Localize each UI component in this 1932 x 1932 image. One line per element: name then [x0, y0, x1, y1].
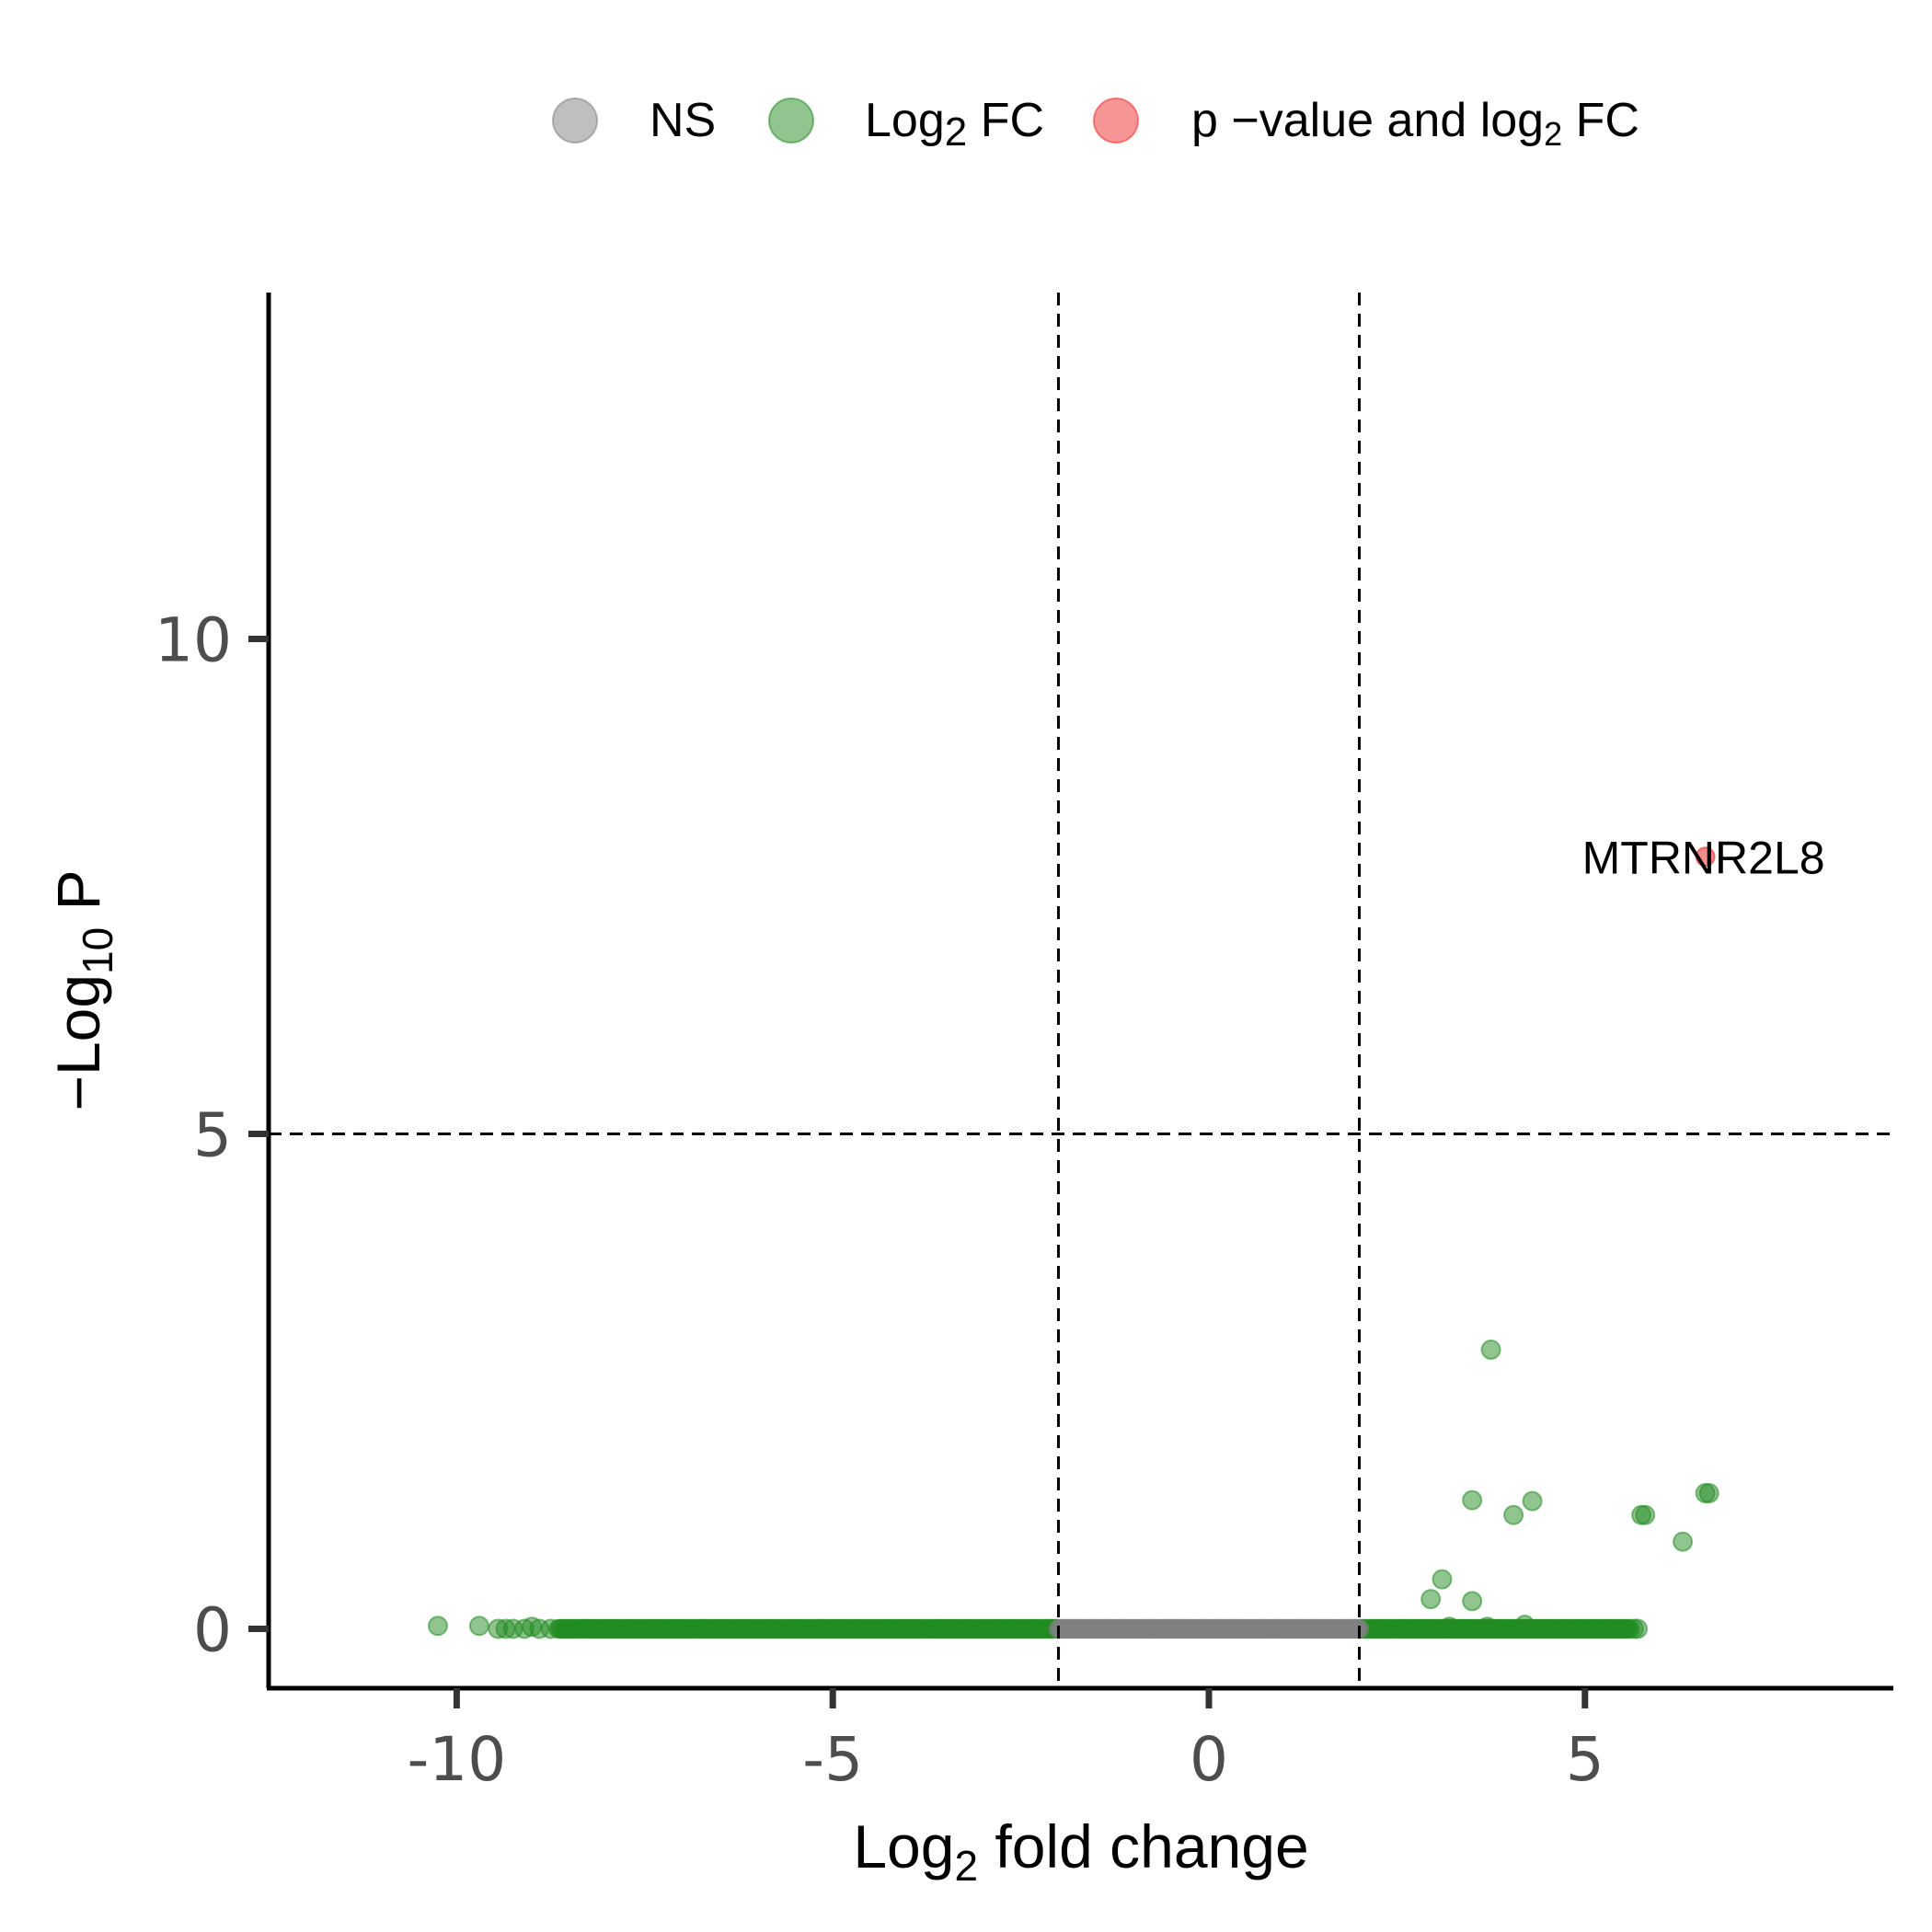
y-axis-title: −Log10 P — [44, 869, 121, 1110]
point-log2fc — [1480, 1340, 1501, 1361]
x-tick-label: -10 — [407, 1724, 506, 1795]
y-tick-label: 0 — [193, 1594, 232, 1665]
legend-label-pvalue-and-log2fc: p −value and log2 FC — [1191, 94, 1639, 153]
cutoff-lines — [269, 293, 1893, 1688]
x-tick-label: -5 — [802, 1724, 863, 1795]
point-log2fc — [1627, 1618, 1649, 1639]
gene-label: MTRNR2L8 — [1582, 832, 1825, 883]
point-log2fc — [1698, 1483, 1719, 1504]
point-log2fc — [1462, 1489, 1483, 1511]
legend-key-log2fc — [768, 98, 814, 144]
point-log2fc — [427, 1616, 448, 1637]
point-log2fc — [1432, 1569, 1453, 1590]
point-log2fc — [1477, 1616, 1498, 1638]
x-tick-label: 5 — [1566, 1724, 1604, 1795]
axis-ticks: -10 -5 0 5 0 5 10 — [155, 605, 1604, 1795]
y-tick-label: 5 — [193, 1100, 232, 1171]
point-log2fc — [1514, 1615, 1535, 1636]
x-axis-title: Log2 fold change — [853, 1812, 1308, 1890]
legend-label-ns: NS — [650, 94, 716, 147]
point-log2fc — [1673, 1531, 1694, 1552]
point-log2fc — [1439, 1616, 1460, 1638]
legend: NS Log2 FC p −value and log2 FC — [552, 94, 1639, 155]
point-log2fc — [540, 1618, 561, 1639]
point-log2fc — [468, 1616, 489, 1637]
y-tick-label: 10 — [155, 605, 232, 676]
point-log2fc — [1462, 1591, 1483, 1612]
x-tick-label: 0 — [1190, 1724, 1228, 1795]
legend-key-ns — [552, 98, 598, 144]
point-log2fc — [1503, 1504, 1524, 1525]
legend-key-pvalue-and-log2fc — [1093, 98, 1139, 144]
point-log2fc — [1420, 1589, 1442, 1610]
legend-label-log2fc: Log2 FC — [865, 94, 1044, 155]
data-points — [427, 846, 1719, 1639]
point-log2fc — [1635, 1504, 1656, 1525]
point-log2fc — [1522, 1490, 1543, 1512]
point-pvalue-and-log2fc — [1695, 846, 1716, 868]
